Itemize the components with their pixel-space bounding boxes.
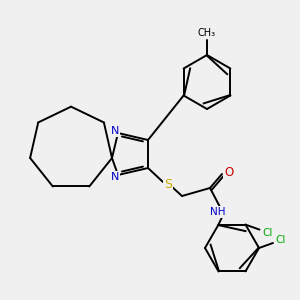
Text: NH: NH — [210, 207, 226, 217]
Text: Cl: Cl — [276, 235, 286, 245]
Text: N: N — [111, 172, 119, 182]
Text: Cl: Cl — [262, 228, 273, 238]
Text: O: O — [224, 166, 234, 178]
Text: S: S — [164, 178, 172, 191]
Text: CH₃: CH₃ — [198, 28, 216, 38]
Text: N: N — [111, 126, 119, 136]
